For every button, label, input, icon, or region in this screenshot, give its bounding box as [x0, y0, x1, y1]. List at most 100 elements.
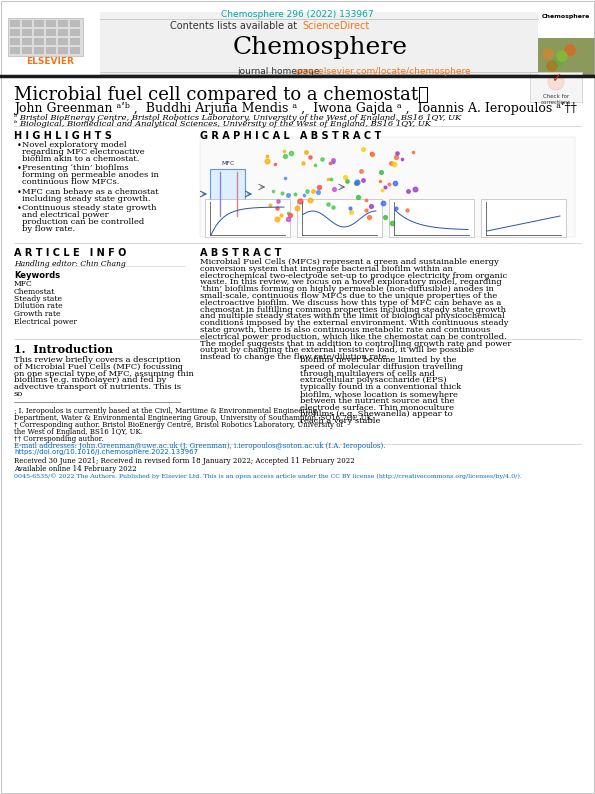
Text: by flow rate.: by flow rate.	[22, 225, 75, 233]
Text: Continuous steady state growth: Continuous steady state growth	[22, 204, 156, 213]
Text: typically found in a conventional thick: typically found in a conventional thick	[300, 384, 461, 391]
Text: Novel exploratory model: Novel exploratory model	[22, 141, 127, 149]
Text: John Greenman ᵃʹᵇ ,  Buddhi Arjuna Mendis ᵃ ,  Iwona Gajda ᵃ ,  Ioannis A. Ierop: John Greenman ᵃʹᵇ , Buddhi Arjuna Mendis…	[14, 102, 577, 115]
Text: Steady state: Steady state	[14, 295, 62, 303]
Bar	[34, 47, 44, 54]
Text: forming on permeable anodes in: forming on permeable anodes in	[22, 172, 159, 179]
Text: ScienceDirect: ScienceDirect	[302, 21, 369, 31]
Text: https://doi.org/10.1016/j.chemosphere.2022.133967: https://doi.org/10.1016/j.chemosphere.20…	[14, 449, 198, 455]
Text: including steady state growth.: including steady state growth.	[22, 195, 151, 202]
Bar	[46, 20, 56, 27]
Text: MFC: MFC	[14, 280, 33, 288]
Text: •: •	[17, 141, 22, 150]
Text: biofilms never become limited by the: biofilms never become limited by the	[300, 356, 456, 364]
Text: chemostat in fulfilling common properties including steady state growth: chemostat in fulfilling common propertie…	[200, 306, 506, 314]
Bar	[0, 12, 595, 74]
Bar	[538, 12, 595, 38]
Text: Microbial Fuel Cells (MFCs) represent a green and sustainable energy: Microbial Fuel Cells (MFCs) represent a …	[200, 258, 499, 266]
Circle shape	[557, 51, 567, 61]
Bar	[200, 137, 575, 237]
Text: advective transport of nutrients. This is: advective transport of nutrients. This i…	[14, 384, 181, 391]
Bar	[70, 29, 80, 36]
Text: •: •	[17, 164, 22, 173]
Text: ‘thin’ biofilms forming on highly permeable (non-diffusible) anodes in: ‘thin’ biofilms forming on highly permea…	[200, 285, 494, 293]
Text: continuous flow MFCs.: continuous flow MFCs.	[22, 178, 120, 186]
Text: conditions imposed by the external environment. With continuous steady: conditions imposed by the external envir…	[200, 319, 509, 327]
Bar	[22, 20, 32, 27]
Text: This review briefly covers a description: This review briefly covers a description	[14, 356, 181, 364]
Text: the West of England, BS16 1QY, UK.: the West of England, BS16 1QY, UK.	[14, 427, 143, 435]
Text: Chemosphere: Chemosphere	[233, 36, 408, 59]
Text: Received 30 June 2021; Received in revised form 18 January 2022; Accepted 11 Feb: Received 30 June 2021; Received in revis…	[14, 457, 355, 465]
Bar	[70, 47, 80, 54]
Text: MFC: MFC	[221, 161, 234, 166]
Text: Chemosphere 296 (2022) 133967: Chemosphere 296 (2022) 133967	[221, 10, 373, 19]
Text: speed of molecular diffusion travelling: speed of molecular diffusion travelling	[300, 363, 463, 371]
Text: electrical power production, which like the chemostat can be controlled.: electrical power production, which like …	[200, 333, 507, 341]
Text: electrochemical two-electrode set-up to produce electricity from organic: electrochemical two-electrode set-up to …	[200, 272, 507, 279]
Bar	[10, 38, 20, 45]
Text: •: •	[17, 204, 22, 214]
Text: ᵇ Biological, Biomedical and Analytical Sciences, University of the West of Engl: ᵇ Biological, Biomedical and Analytical …	[14, 120, 431, 128]
Text: †† Corresponding author.: †† Corresponding author.	[14, 435, 104, 443]
Text: H I G H L I G H T S: H I G H L I G H T S	[14, 131, 112, 141]
Bar	[58, 47, 68, 54]
Text: waste. In this review, we focus on a novel exploratory model, regarding: waste. In this review, we focus on a nov…	[200, 279, 502, 287]
Text: through multilayers of cells and: through multilayers of cells and	[300, 369, 435, 378]
Text: Department, Water & Environmental Engineering Group, University of Southampton, : Department, Water & Environmental Engine…	[14, 414, 374, 422]
Text: Chemostat: Chemostat	[14, 287, 55, 295]
Text: ELSEVIER: ELSEVIER	[26, 57, 74, 66]
Circle shape	[548, 74, 564, 90]
Bar	[10, 29, 20, 36]
Text: Presenting ‘thin’ biofilms: Presenting ‘thin’ biofilms	[22, 164, 129, 172]
Circle shape	[547, 61, 557, 71]
Bar	[34, 38, 44, 45]
Bar	[22, 29, 32, 36]
Bar	[22, 47, 32, 54]
Text: extracellular polysaccharide (EPS): extracellular polysaccharide (EPS)	[300, 376, 447, 384]
Bar	[46, 29, 56, 36]
Text: Dilution rate: Dilution rate	[14, 303, 62, 310]
Text: Growth rate: Growth rate	[14, 310, 61, 318]
Bar	[58, 29, 68, 36]
Text: of Microbial Fuel Cells (MFC) focussing: of Microbial Fuel Cells (MFC) focussing	[14, 363, 183, 371]
Bar	[22, 38, 32, 45]
Text: so: so	[14, 390, 23, 398]
Text: on one special type of MFC, assuming thin: on one special type of MFC, assuming thi…	[14, 369, 194, 378]
Circle shape	[553, 57, 563, 67]
Text: instead to change the flow rate/dilution rate.: instead to change the flow rate/dilution…	[200, 353, 389, 361]
Bar	[538, 38, 595, 74]
Text: output by changing the external resistive load, it will be possible: output by changing the external resistiv…	[200, 346, 474, 354]
Text: G R A P H I C A L   A B S T R A C T: G R A P H I C A L A B S T R A C T	[200, 131, 381, 141]
Text: Electrical power: Electrical power	[14, 318, 77, 326]
Text: www.elsevier.com/locate/chemosphere: www.elsevier.com/locate/chemosphere	[295, 67, 472, 76]
Text: Keywords: Keywords	[14, 271, 60, 280]
Bar	[10, 20, 20, 27]
Text: conversion system that integrate bacterial biofilm within an: conversion system that integrate bacteri…	[200, 265, 453, 273]
Text: Available online 14 February 2022: Available online 14 February 2022	[14, 465, 137, 473]
Bar	[481, 199, 566, 237]
Text: Microbial fuel cell compared to a chemostat★: Microbial fuel cell compared to a chemos…	[14, 86, 429, 104]
Text: biofilm, whose location is somewhere: biofilm, whose location is somewhere	[300, 390, 458, 398]
Bar	[34, 20, 44, 27]
Text: Handling editor: Chin Chang: Handling editor: Chin Chang	[14, 260, 126, 268]
Bar	[46, 47, 56, 54]
Text: MFC can behave as a chemostat: MFC can behave as a chemostat	[22, 188, 159, 196]
Text: journal homepage:: journal homepage:	[237, 67, 325, 76]
Text: Contents lists available at: Contents lists available at	[170, 21, 300, 31]
Bar	[210, 169, 245, 219]
Bar	[70, 20, 80, 27]
Text: † Corresponding author. Bristol BioEnergy Centre, Bristol Robotics Laboratory, U: † Corresponding author. Bristol BioEnerg…	[14, 421, 343, 429]
Text: 1.  Introduction: 1. Introduction	[14, 344, 113, 355]
Text: E-mail addresses: John.Greenman@uwe.ac.uk (J. Greenman), i.ieropoulos@soton.ac.u: E-mail addresses: John.Greenman@uwe.ac.u…	[14, 442, 386, 450]
Text: production can be controlled: production can be controlled	[22, 218, 144, 226]
Bar	[58, 20, 68, 27]
Text: biofilms (e.g. Shewanella) appear to: biofilms (e.g. Shewanella) appear to	[300, 410, 453, 418]
Text: A R T I C L E   I N F O: A R T I C L E I N F O	[14, 248, 126, 258]
Text: ᵃ Bristol BioEnergy Centre, Bristol Robotics Laboratory, University of the West : ᵃ Bristol BioEnergy Centre, Bristol Robo…	[14, 114, 461, 122]
Text: regarding MFC electroactive: regarding MFC electroactive	[22, 148, 145, 156]
Text: and electrical power: and electrical power	[22, 211, 109, 219]
Bar	[297, 199, 382, 237]
Text: Chemosphere: Chemosphere	[542, 14, 590, 19]
Text: state growth, there is also continuous metabolic rate and continuous: state growth, there is also continuous m…	[200, 326, 490, 334]
